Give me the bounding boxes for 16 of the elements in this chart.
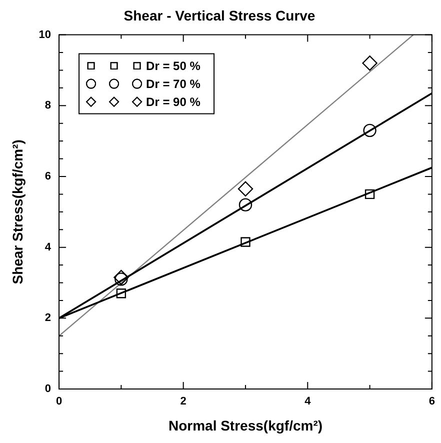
y-tick-label: 8 — [44, 100, 52, 112]
x-tick-label: 0 — [56, 396, 62, 408]
x-tick-label: 4 — [304, 396, 312, 408]
x-tick-label: 6 — [428, 396, 436, 408]
y-tick-label: 10 — [38, 28, 52, 41]
x-tick-label: 2 — [180, 396, 186, 408]
legend-label: Dr = 70 % — [146, 77, 201, 92]
y-tick-label: 2 — [44, 312, 52, 324]
y-tick-label: 0 — [44, 383, 52, 396]
x-axis-title: Normal Stress(kgf/cm²) — [168, 417, 323, 434]
legend-label: Dr = 50 % — [146, 59, 201, 74]
y-axis-title: Shear Stress(kgf/cm²) — [9, 140, 26, 284]
y-tick-label: 6 — [44, 170, 52, 183]
legend-label: Dr = 90 % — [146, 95, 201, 110]
y-tick-label: 4 — [44, 241, 52, 254]
chart-title: Shear - Vertical Stress Curve — [124, 7, 316, 24]
